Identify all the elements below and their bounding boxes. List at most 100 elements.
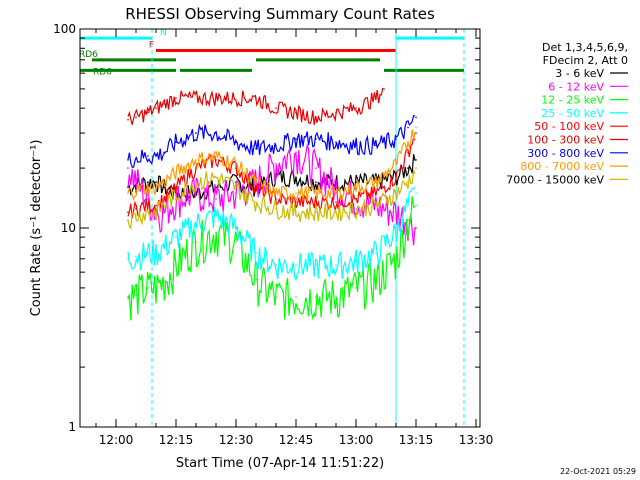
series-point — [127, 118, 129, 121]
series-point — [415, 132, 417, 134]
series-point — [163, 151, 165, 154]
series-point — [147, 186, 149, 189]
series-point — [395, 163, 397, 165]
series-point — [395, 231, 397, 234]
series-point — [163, 103, 165, 105]
series-point — [395, 138, 397, 140]
series-point — [295, 151, 297, 154]
series-point — [235, 186, 237, 189]
legend-label: 100 - 300 keV — [527, 134, 604, 147]
series-point — [135, 255, 137, 258]
series-point — [147, 287, 149, 289]
series-point — [147, 181, 149, 183]
series-point — [163, 246, 165, 249]
legend-label: 50 - 100 keV — [534, 120, 604, 133]
series-point — [395, 192, 397, 194]
series-point — [315, 264, 317, 267]
flag-label: F — [149, 40, 154, 50]
series-point — [147, 111, 149, 114]
series-point — [215, 155, 217, 157]
series-point — [275, 198, 277, 200]
series-point — [147, 252, 149, 254]
series-point — [215, 198, 217, 200]
series-point — [135, 157, 137, 159]
series-point — [335, 192, 337, 194]
series-point — [335, 264, 337, 267]
series-point — [175, 264, 177, 267]
series-point — [135, 215, 137, 217]
series-point — [395, 258, 397, 260]
series-point — [235, 241, 237, 243]
series-point — [315, 138, 317, 140]
series-point — [255, 97, 257, 99]
series-point — [415, 167, 417, 169]
series-point — [135, 207, 137, 210]
series-point — [375, 97, 377, 99]
series-point — [295, 138, 297, 140]
series-point — [235, 167, 237, 169]
series-point — [195, 167, 197, 169]
flag-label: N — [160, 28, 167, 38]
series-point — [175, 195, 177, 197]
series-point — [215, 231, 217, 234]
series-point — [355, 198, 357, 200]
x-tick-label: 13:30 — [459, 433, 494, 447]
series-point — [295, 176, 297, 178]
series-point — [255, 278, 257, 281]
series-point — [195, 241, 197, 243]
series-point — [127, 211, 129, 213]
series-point — [375, 144, 377, 147]
series-point — [155, 211, 157, 213]
series-point — [163, 198, 165, 200]
series-point — [215, 215, 217, 217]
series-point — [383, 88, 385, 90]
series-point — [295, 264, 297, 267]
x-tick-label: 12:30 — [219, 433, 254, 447]
series-point — [163, 280, 165, 283]
series-point — [135, 116, 137, 119]
series-point — [295, 296, 297, 298]
series-point — [135, 189, 137, 191]
series-point — [255, 186, 257, 189]
series-point — [147, 211, 149, 213]
series-point — [315, 296, 317, 298]
series-point — [415, 192, 417, 194]
legend: Det 1,3,4,5,6,9, FDecim 2, Att 0 3 - 6 k… — [506, 41, 628, 186]
series-line-5 — [127, 87, 384, 126]
series-point — [175, 141, 177, 143]
series-point — [407, 126, 409, 129]
series-point — [155, 204, 157, 207]
series-point — [315, 192, 317, 194]
legend-label: 6 - 12 keV — [548, 80, 604, 93]
series-point — [335, 211, 337, 213]
series-point — [175, 171, 177, 174]
series-point — [175, 236, 177, 238]
series-line-6 — [127, 115, 416, 168]
series-point — [295, 192, 297, 194]
y-tick-label: 1 — [68, 420, 76, 434]
series-point — [175, 186, 177, 189]
series-point — [315, 167, 317, 169]
generation-timestamp: 22-Oct-2021 05:29 — [560, 467, 636, 476]
series-point — [155, 107, 157, 109]
series-point — [275, 107, 277, 109]
series-point — [235, 227, 237, 229]
series-point — [235, 192, 237, 194]
series-point — [155, 252, 157, 254]
series-point — [195, 223, 197, 225]
series-point — [163, 181, 165, 183]
series-point — [415, 116, 417, 119]
series-point — [295, 111, 297, 114]
x-tick-label: 12:45 — [279, 433, 314, 447]
series-point — [375, 278, 377, 281]
series-point — [147, 204, 149, 207]
series-point — [235, 141, 237, 143]
series-point — [355, 181, 357, 183]
legend-header-line: Det 1,3,4,5,6,9, — [542, 41, 628, 54]
series-point — [255, 252, 257, 254]
series-point — [275, 192, 277, 194]
series-point — [215, 176, 217, 178]
series-point — [375, 252, 377, 254]
series-point — [255, 201, 257, 203]
legend-header-line: FDecim 2, Att 0 — [543, 54, 628, 67]
